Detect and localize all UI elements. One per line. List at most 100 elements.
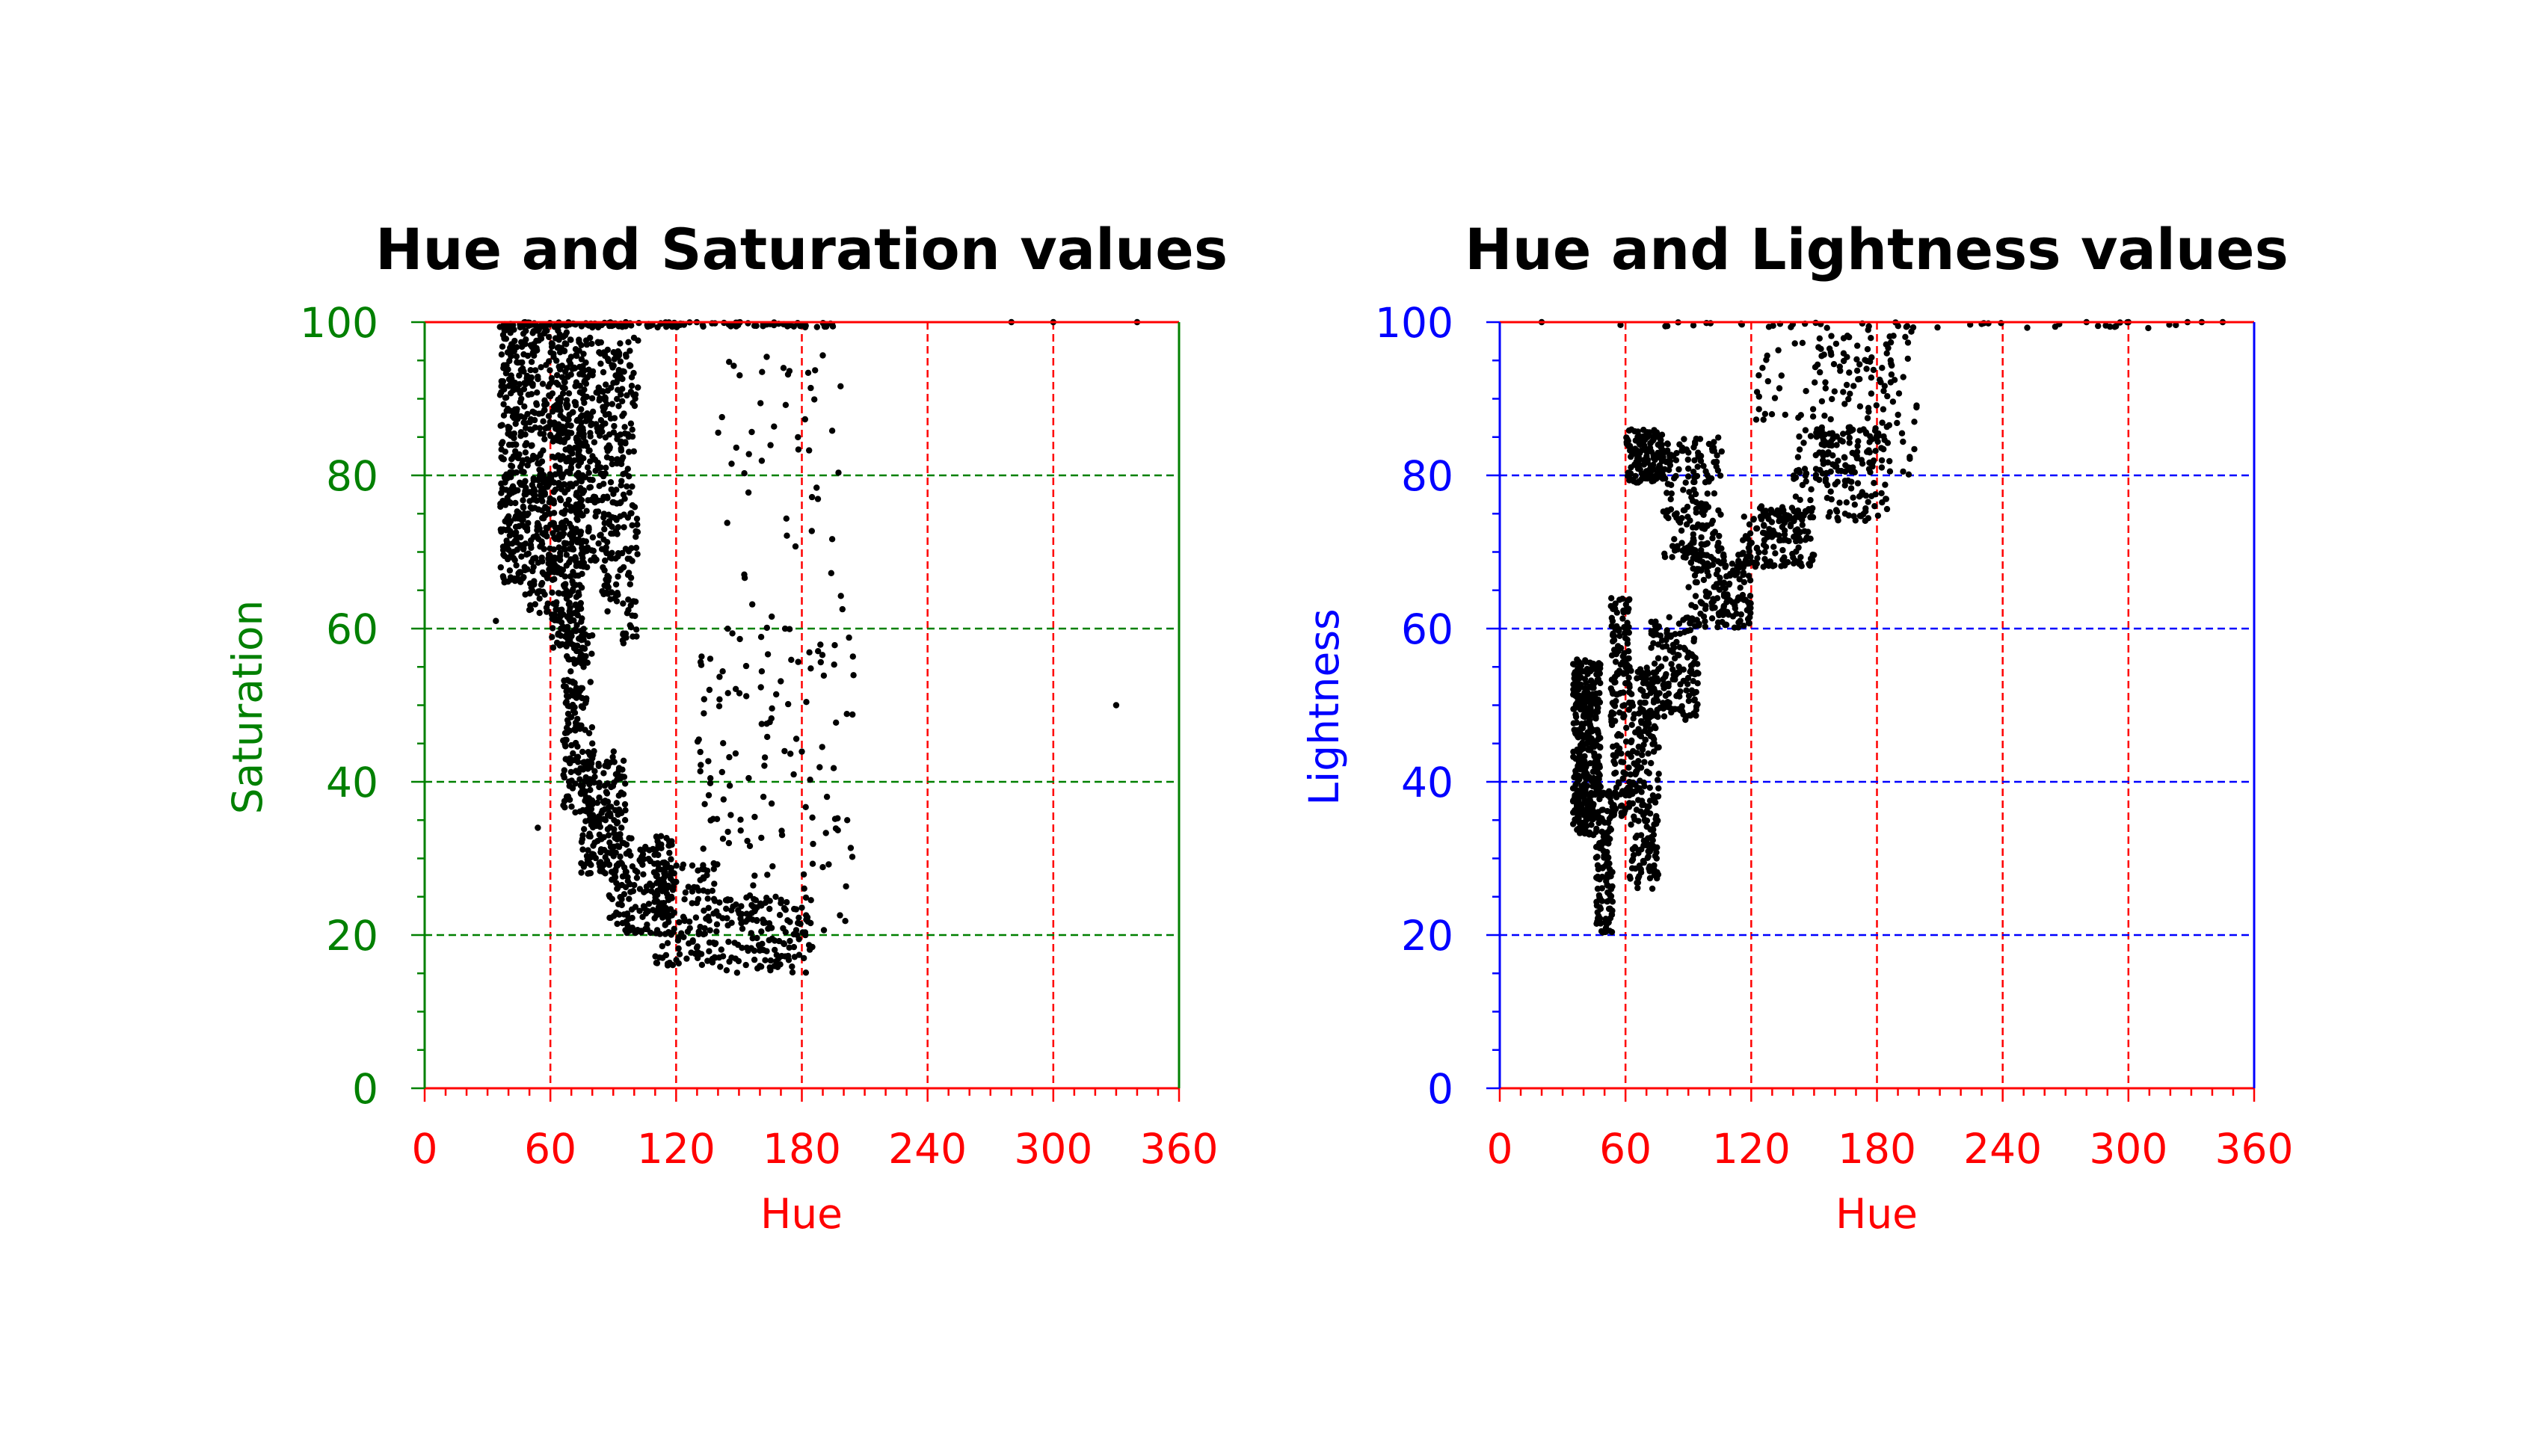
hue-saturation-point-984: [582, 538, 589, 545]
hue-saturation-point-2236: [701, 696, 707, 703]
hue-saturation-point-1296: [633, 534, 639, 540]
hue-saturation-point-1237: [618, 440, 624, 447]
hue-lightness-point-1607: [1770, 543, 1777, 550]
hue-saturation-point-118: [520, 386, 528, 392]
hue-lightness-point-1886: [1895, 390, 1903, 397]
hue-saturation-point-209: [499, 439, 506, 445]
hue-saturation-point-248: [513, 539, 520, 546]
hue-saturation-point-1974: [659, 860, 666, 866]
hue-lightness-point-616: [1616, 632, 1623, 639]
hue-lightness-point-1836: [1868, 374, 1875, 381]
hue-lightness-point-1477: [1690, 487, 1697, 493]
hue-lightness-point-1145: [1690, 565, 1696, 572]
hue-saturation-point-1615: [578, 869, 585, 876]
hue-lightness-point-832: [1651, 796, 1658, 803]
hue-saturation-point-668: [548, 421, 555, 428]
hue-lightness-point-1947: [1864, 346, 1871, 353]
hue-lightness-point-595: [1625, 679, 1631, 686]
hue-saturation-point-872: [566, 481, 573, 487]
hue-saturation-point-1557: [612, 806, 619, 814]
hue-lightness-point-483: [1604, 808, 1611, 815]
hue-saturation-point-2142: [843, 883, 849, 890]
hue-saturation-point-1879: [692, 914, 700, 921]
hue-saturation-point-2299: [748, 428, 755, 436]
hue-lightness-point-1801: [1800, 439, 1807, 446]
hue-lightness-point-1776: [1878, 490, 1885, 497]
hue-lightness-point-1987: [1871, 428, 1879, 434]
hue-lightness-point-1541: [1754, 555, 1761, 562]
hue-saturation-point-1267: [625, 596, 632, 603]
hue-lightness-point-1496: [1684, 549, 1691, 557]
hue-lightness-point-1350: [1655, 449, 1661, 457]
hue-saturation-point-2201: [768, 715, 775, 722]
hue-lightness-point-1659: [1778, 563, 1785, 570]
hue-lightness-point-596: [1608, 614, 1615, 621]
hue-saturation-point-1631: [621, 801, 629, 808]
hue-saturation-point-2234: [707, 655, 714, 662]
hue-saturation-point-1199: [624, 483, 630, 490]
hue-lightness-point-244: [1588, 821, 1595, 828]
hue-lightness-point-933: [1666, 614, 1672, 620]
hue-saturation-point-2269: [782, 401, 790, 408]
hue-saturation-point-1652: [615, 765, 623, 771]
hue-saturation-point-155: [515, 454, 522, 462]
hue-saturation-point-1248: [621, 511, 627, 518]
hue-saturation-point-1922: [695, 895, 702, 903]
hue-lightness-point-751: [1630, 715, 1637, 722]
hue-saturation-point-480: [530, 328, 537, 335]
hue-lightness-point-679: [1646, 784, 1653, 792]
hue-saturation-point-608: [561, 481, 568, 488]
hue-lightness-point-542: [1625, 674, 1632, 681]
hue-saturation-point-652: [550, 497, 557, 504]
hue-lightness-point-574: [1618, 759, 1625, 765]
hue-saturation-point-1454: [560, 802, 567, 809]
hue-lightness-point-1956: [1853, 453, 1860, 460]
hue-saturation-point-604: [560, 415, 567, 422]
hue-saturation-point-1648: [601, 783, 609, 789]
hue-saturation-point-1504: [609, 753, 616, 761]
hue-saturation-point-1437: [561, 767, 567, 774]
hue-lightness-point-1375: [1664, 490, 1670, 496]
hue-saturation-point-1160: [602, 397, 609, 404]
hue-lightness-point-1960: [1835, 467, 1842, 474]
hue-lightness-point-1984: [1755, 406, 1762, 413]
hue-lightness-point-240: [1579, 819, 1587, 827]
hue-saturation-point-1141: [600, 564, 606, 571]
hue-lightness-point-620: [1622, 807, 1628, 814]
hue-lightness-point-1378: [1711, 528, 1718, 535]
hue-lightness-point-1151: [1734, 563, 1741, 570]
hue-lightness-point-2008: [1814, 361, 1821, 368]
hue-lightness-point-1107: [1702, 623, 1708, 630]
hue-saturation-point-2129: [751, 813, 758, 821]
hue-lightness-point-1092: [1744, 616, 1752, 623]
hue-lightness-point-990: [1656, 690, 1663, 697]
hue-lightness-point-1498: [1681, 507, 1688, 513]
hue-saturation-point-1289: [617, 340, 624, 347]
hue-lightness-point-968: [1649, 710, 1656, 717]
hue-saturation-point-529: [550, 510, 558, 516]
hue-saturation-point-2011: [798, 904, 805, 911]
hue-lightness-point-264: [1570, 661, 1577, 667]
hue-saturation-point-2136: [761, 754, 769, 761]
hue-lightness-point-1312: [1632, 472, 1639, 480]
hue-saturation-point-295: [523, 336, 529, 343]
hue-lightness-y-label: Lightness: [1300, 608, 1348, 805]
hue-saturation-point-489: [533, 337, 540, 345]
hue-saturation-point-420: [542, 479, 550, 486]
hue-saturation-point-2115: [795, 914, 802, 922]
hue-saturation-point-1962: [692, 950, 699, 957]
hue-saturation-point-1794: [623, 869, 630, 875]
hue-lightness-point-490: [1592, 844, 1600, 851]
hue-saturation-point-873: [564, 374, 571, 380]
hue-lightness-point-830: [1632, 770, 1639, 777]
hue-lightness-point-1662: [1762, 543, 1770, 550]
hue-saturation-point-1175: [600, 388, 606, 395]
hue-lightness-point-1929: [1906, 454, 1913, 460]
hue-saturation-point-2214: [698, 661, 705, 668]
hue-lightness-point-481: [1607, 836, 1613, 842]
hue-saturation-point-1152: [609, 460, 615, 468]
hue-lightness-point-1811: [1840, 431, 1847, 437]
hue-saturation-y-label: Saturation: [224, 600, 271, 815]
hue-saturation-point-1863: [711, 880, 718, 887]
hue-lightness-point-1761: [1797, 496, 1803, 503]
